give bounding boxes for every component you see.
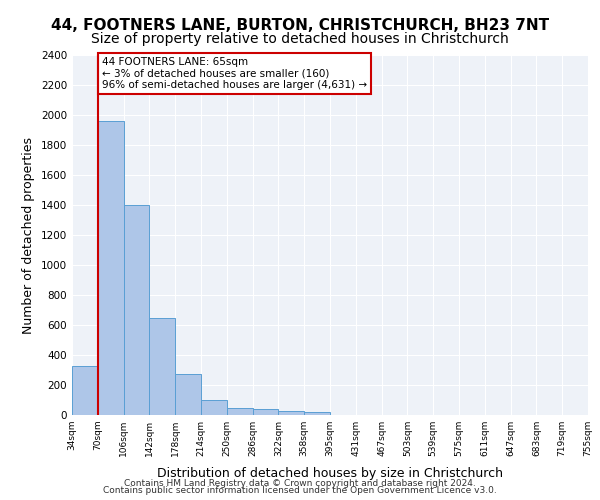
Bar [253, 409, 278, 415]
Bar [304, 412, 330, 415]
Text: Contains public sector information licensed under the Open Government Licence v3: Contains public sector information licen… [103, 486, 497, 495]
Text: Size of property relative to detached houses in Christchurch: Size of property relative to detached ho… [91, 32, 509, 46]
Bar [98, 121, 124, 415]
Bar [175, 374, 201, 415]
Text: 44 FOOTNERS LANE: 65sqm
← 3% of detached houses are smaller (160)
96% of semi-de: 44 FOOTNERS LANE: 65sqm ← 3% of detached… [101, 57, 367, 90]
Bar [149, 318, 175, 415]
Bar [72, 366, 98, 415]
Bar [124, 205, 149, 415]
Text: Contains HM Land Registry data © Crown copyright and database right 2024.: Contains HM Land Registry data © Crown c… [124, 478, 476, 488]
Bar [278, 410, 304, 415]
Bar [201, 400, 227, 415]
X-axis label: Distribution of detached houses by size in Christchurch: Distribution of detached houses by size … [157, 468, 503, 480]
Y-axis label: Number of detached properties: Number of detached properties [22, 136, 35, 334]
Text: 44, FOOTNERS LANE, BURTON, CHRISTCHURCH, BH23 7NT: 44, FOOTNERS LANE, BURTON, CHRISTCHURCH,… [51, 18, 549, 32]
Bar [227, 408, 253, 415]
